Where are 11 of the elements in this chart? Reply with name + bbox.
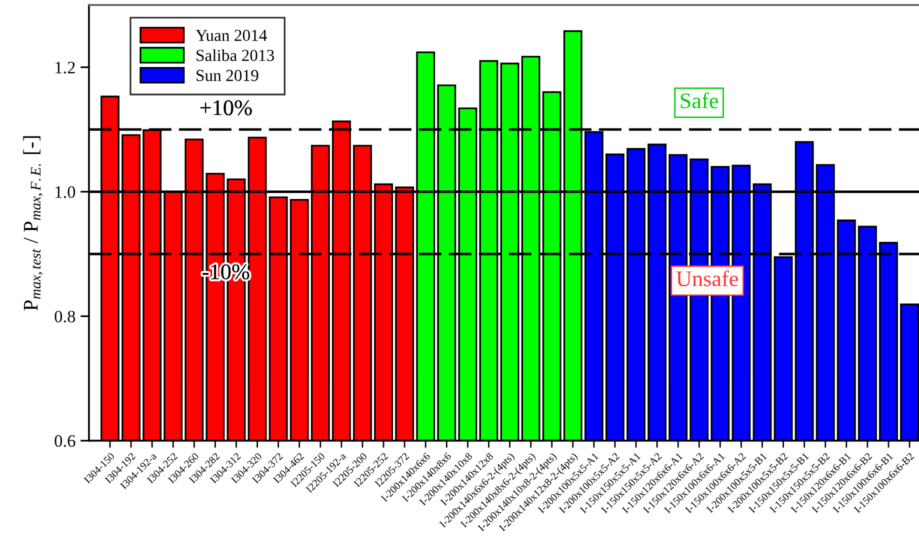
y-tick-label: 1.0 xyxy=(56,186,76,198)
y-tick-label: 0.8 xyxy=(54,310,76,322)
legend-label: Saliba 2013 xyxy=(196,49,274,62)
y-tick-label: 0.6 xyxy=(54,435,76,447)
annotation: Safe xyxy=(680,92,718,108)
y-tick-label: 1.2 xyxy=(56,62,75,74)
y-axis-title: P$_{max,test}$ / P$_{max,F.E.}$ [-] xyxy=(23,136,43,310)
annotation: Unsafe xyxy=(676,270,738,286)
annotation: +10% xyxy=(200,100,252,116)
legend-label: Yuan 2014 xyxy=(196,30,267,42)
legend-label: Sun 2019 xyxy=(196,70,258,82)
